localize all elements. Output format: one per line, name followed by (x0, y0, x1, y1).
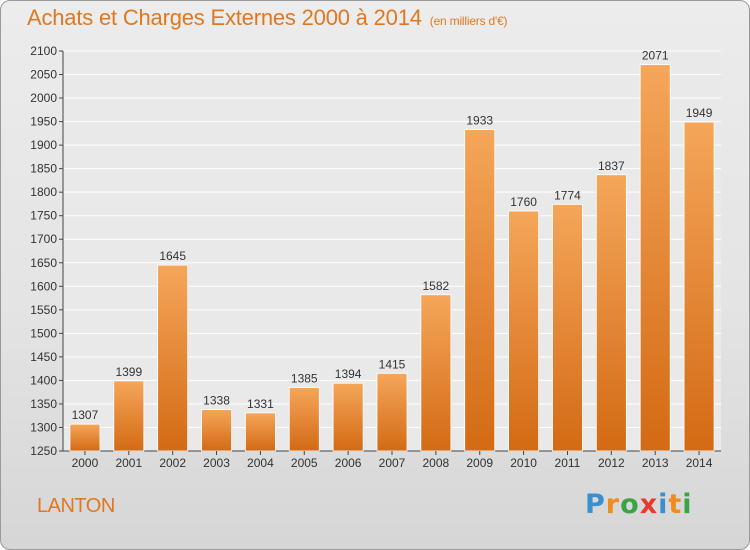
bar-value-label: 1385 (291, 371, 318, 385)
bar (201, 409, 232, 452)
y-tick-label: 1250 (30, 444, 57, 458)
y-tick-label: 1550 (30, 303, 57, 317)
x-tick-label: 2005 (291, 456, 318, 470)
bar (552, 204, 583, 452)
chart-title: Achats et Charges Externes 2000 à 2014 (e… (27, 5, 508, 31)
y-tick-label: 1600 (30, 279, 57, 293)
bar (464, 129, 496, 452)
bar-value-label: 1837 (598, 159, 625, 173)
y-tick-label: 2050 (30, 68, 57, 82)
bar-value-label: 1949 (686, 106, 713, 120)
bar-value-label: 1760 (510, 195, 537, 209)
chart-subtitle: (en milliers d'€) (429, 14, 508, 28)
bar-value-label: 1331 (247, 397, 274, 411)
y-tick-label: 2100 (30, 44, 57, 58)
logo-letter: o (620, 489, 640, 520)
bar (683, 121, 715, 452)
y-tick-label: 1700 (30, 232, 57, 246)
logo-letter: x (639, 489, 659, 520)
bar (420, 294, 452, 452)
bar-value-label: 2071 (642, 49, 669, 63)
proxiti-logo: Proxiti (585, 489, 693, 520)
x-tick-label: 2003 (203, 456, 230, 470)
x-tick-label: 2004 (247, 456, 274, 470)
chart-title-text: Achats et Charges Externes 2000 à 2014 (27, 5, 422, 30)
y-tick-label: 1350 (30, 397, 57, 411)
x-tick-label: 2008 (423, 456, 450, 470)
y-tick-label: 1500 (30, 326, 57, 340)
bar (113, 380, 145, 452)
bar (639, 64, 671, 452)
bar (508, 210, 540, 452)
y-tick-label: 1900 (30, 138, 57, 152)
y-tick-label: 1750 (30, 209, 57, 223)
y-tick-label: 1450 (30, 350, 57, 364)
x-tick-label: 2001 (115, 456, 142, 470)
x-tick-label: 2010 (510, 456, 537, 470)
bar-value-label: 1933 (466, 114, 493, 128)
x-tick-label: 2012 (598, 456, 625, 470)
bar-value-label: 1415 (379, 357, 406, 371)
y-tick-label: 1950 (30, 115, 57, 129)
x-tick-label: 2011 (555, 456, 581, 470)
x-tick-label: 2013 (642, 456, 669, 470)
bar (288, 387, 320, 452)
bar-value-label: 1774 (554, 188, 581, 202)
x-tick-label: 2000 (72, 456, 99, 470)
bar (595, 174, 627, 452)
x-tick-label: 2006 (335, 456, 362, 470)
bar-value-label: 1307 (72, 408, 99, 422)
x-tick-label: 2002 (159, 456, 186, 470)
bar (69, 423, 101, 452)
x-tick-label: 2007 (379, 456, 406, 470)
bar-value-label: 1399 (115, 365, 142, 379)
y-tick-label: 1800 (30, 185, 57, 199)
logo-letter: i (682, 489, 693, 520)
y-tick-label: 1400 (30, 373, 57, 387)
x-tick-label: 2009 (466, 456, 493, 470)
y-tick-label: 2000 (30, 91, 57, 105)
bar-value-label: 1394 (335, 367, 362, 381)
y-tick-label: 1650 (30, 256, 57, 270)
bar-value-label: 1582 (423, 279, 450, 293)
bar (376, 372, 408, 452)
place-name: LANTON (37, 495, 115, 517)
bar-value-label: 1645 (159, 249, 186, 263)
bar (244, 412, 276, 452)
bar (157, 264, 189, 452)
bar-value-label: 1338 (203, 394, 230, 408)
bar (332, 382, 364, 452)
y-tick-label: 1300 (30, 420, 57, 434)
logo-letter: t (668, 489, 683, 520)
logo-letter: r (605, 489, 621, 520)
x-tick-label: 2014 (686, 456, 713, 470)
y-tick-label: 1850 (30, 162, 57, 176)
logo-letter: P (585, 489, 606, 520)
logo-letter: i (658, 489, 669, 520)
